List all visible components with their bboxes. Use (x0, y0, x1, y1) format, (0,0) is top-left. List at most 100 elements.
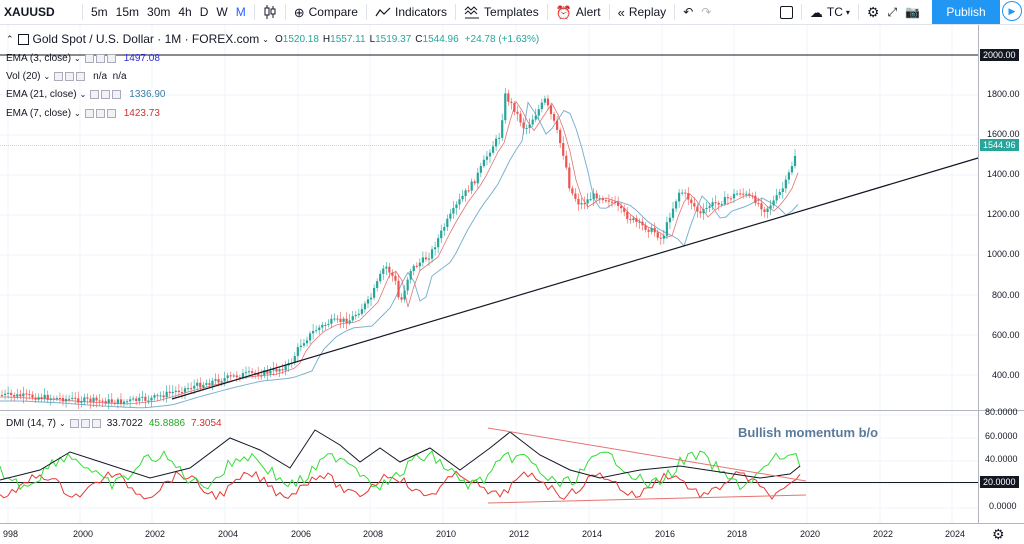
symbol-title[interactable]: Gold Spot / U.S. Dollar · 1M · FOREX.com (32, 32, 260, 46)
candle-body (205, 383, 208, 385)
interval-m[interactable]: M (232, 0, 250, 24)
time-axis-settings-button[interactable]: ⚙ (992, 526, 1005, 543)
time-label: 2000 (73, 529, 94, 539)
dmi-axis-label: 60.0000 (985, 431, 1018, 441)
interval-30m[interactable]: 30m (143, 0, 174, 24)
trend-line[interactable] (171, 157, 979, 400)
chart-type-button[interactable] (259, 0, 281, 24)
indicator-controls[interactable] (84, 109, 118, 118)
publish-button[interactable]: Publish (932, 0, 1000, 24)
chart-canvas[interactable] (0, 24, 1024, 544)
candle-body (473, 181, 476, 184)
candle-body (739, 193, 742, 195)
triangle-lower-line[interactable] (487, 494, 807, 504)
eye-icon[interactable] (69, 419, 79, 428)
time-label: 2022 (873, 529, 894, 539)
eye-icon[interactable] (90, 90, 100, 99)
close-icon[interactable] (112, 90, 122, 99)
open-value: 1520.18 (282, 33, 319, 45)
indicator-name: Vol (20) (6, 71, 41, 82)
fullscreen-button[interactable]: ⤢ (883, 0, 901, 24)
candle-body (369, 297, 373, 300)
candle-body (324, 324, 327, 326)
eye-icon[interactable] (54, 72, 64, 81)
annotation-text[interactable]: Bullish momentum b/o (738, 425, 879, 440)
candle-body (58, 397, 62, 399)
replay-button[interactable]: « Replay (614, 0, 671, 24)
candle-body (690, 199, 693, 204)
snapshot-button[interactable]: 📷 (901, 0, 924, 24)
dmi-legend[interactable]: DMI (14, 7) ⌄ 33.7022 45.8886 7.3054 (6, 418, 222, 429)
candle-body (80, 401, 83, 403)
candle-body (55, 397, 58, 399)
settings-button[interactable]: ⚙ (863, 0, 884, 24)
indicator-controls[interactable] (84, 54, 118, 63)
compare-button[interactable]: ⊕ Compare (290, 0, 362, 24)
undo-icon: ↶ (683, 5, 694, 19)
candle-body (641, 221, 644, 226)
candle-body (104, 400, 107, 404)
gear-icon[interactable] (95, 109, 105, 118)
candle-body (781, 188, 784, 192)
price-label-2000: 2000.00 (980, 49, 1019, 61)
indicators-button[interactable]: Indicators (371, 0, 451, 24)
undo-button[interactable]: ↶ (679, 0, 697, 24)
fullscreen-layout-button[interactable] (776, 0, 797, 24)
candle-body (778, 191, 781, 196)
interval-w[interactable]: W (212, 0, 231, 24)
dmi-pane[interactable] (0, 411, 978, 523)
collapse-icon[interactable]: ⌃ (6, 33, 14, 44)
eye-icon[interactable] (84, 109, 94, 118)
candle-body (556, 120, 559, 130)
interval-5m[interactable]: 5m (87, 0, 112, 24)
candle-body (333, 318, 336, 320)
indicator-legend-ema7[interactable]: EMA (7, close) ⌄ 1423.73 (6, 108, 160, 119)
close-icon[interactable] (106, 109, 116, 118)
indicator-controls[interactable] (69, 419, 103, 428)
candle-body (580, 203, 583, 205)
indicator-legend-vol[interactable]: Vol (20) ⌄ n/a n/a (6, 71, 127, 82)
indicator-controls[interactable] (90, 90, 123, 99)
indicator-value: n/a n/a (93, 71, 127, 82)
interval-4h[interactable]: 4h (174, 0, 195, 24)
candle-body (705, 207, 708, 210)
gear-icon[interactable] (65, 72, 75, 81)
candle-body (562, 143, 565, 156)
play-button[interactable]: ▶ (1002, 1, 1022, 21)
candle-body (403, 290, 406, 300)
candle-body (238, 377, 241, 379)
layout-button[interactable]: ☁ TC ▾ (806, 0, 854, 24)
close-icon[interactable] (91, 419, 101, 428)
symbol-search[interactable]: XAUUSD (0, 0, 78, 24)
candle-body (312, 330, 315, 334)
eye-icon[interactable] (84, 54, 94, 63)
interval-15m[interactable]: 15m (112, 0, 143, 24)
interval-d[interactable]: D (196, 0, 213, 24)
close-icon[interactable] (76, 72, 86, 81)
candle-body (400, 297, 403, 300)
gear-icon[interactable] (101, 90, 111, 99)
triangle-upper-line[interactable] (487, 427, 807, 482)
indicator-legend-ema21[interactable]: EMA (21, close) ⌄ 1336.90 (6, 89, 165, 100)
candle-body (549, 105, 553, 115)
redo-button[interactable]: ↷ (697, 0, 715, 24)
gear-icon[interactable] (95, 54, 105, 63)
candle-body (272, 368, 275, 371)
candle-body (662, 235, 665, 239)
time-label: 2020 (800, 529, 821, 539)
candle-body (757, 203, 760, 205)
indicator-controls[interactable] (54, 72, 87, 81)
candle-body (620, 205, 623, 209)
templates-button[interactable]: Templates (460, 0, 543, 24)
candle-body (217, 379, 220, 383)
main-pane[interactable] (0, 25, 978, 410)
alert-button[interactable]: ⏰ Alert (552, 0, 605, 24)
time-label: 2004 (218, 529, 239, 539)
candle-body (708, 206, 711, 208)
indicator-legend-ema3[interactable]: EMA (3, close) ⌄ 1497.08 (6, 53, 160, 64)
candle-body (171, 391, 174, 394)
close-icon[interactable] (106, 54, 116, 63)
candle-body (92, 397, 95, 402)
gear-icon[interactable] (80, 419, 90, 428)
candle-body (534, 115, 537, 120)
